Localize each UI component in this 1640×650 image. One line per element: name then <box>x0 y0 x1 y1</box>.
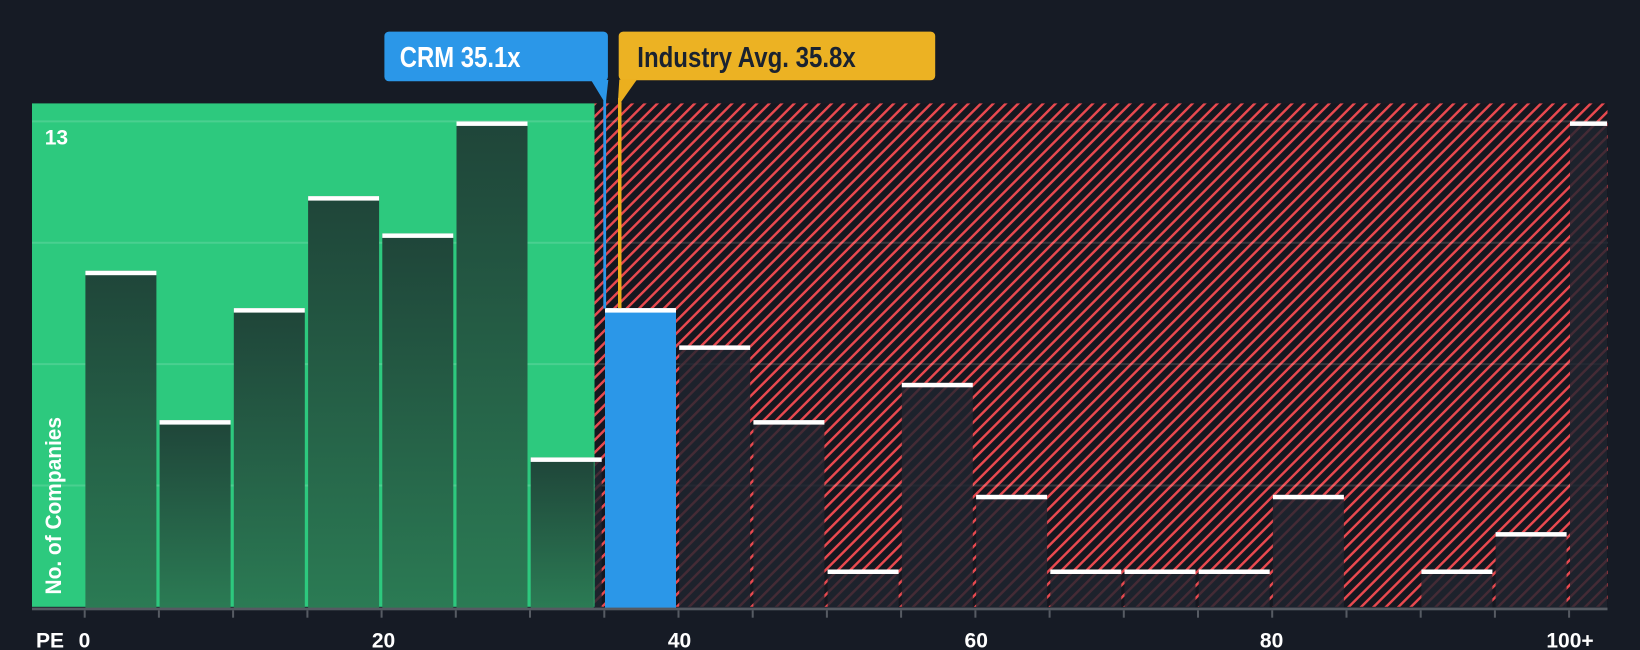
svg-text:13: 13 <box>45 127 68 150</box>
svg-text:No. of Companies: No. of Companies <box>41 417 66 595</box>
svg-text:80: 80 <box>1260 630 1283 650</box>
svg-text:PE: PE <box>36 630 64 650</box>
svg-text:100+: 100+ <box>1546 630 1593 650</box>
svg-text:40: 40 <box>668 630 691 650</box>
svg-text:CRM 35.1x: CRM 35.1x <box>400 42 521 74</box>
svg-text:60: 60 <box>965 630 988 650</box>
svg-text:Industry Avg. 35.8x: Industry Avg. 35.8x <box>637 42 855 74</box>
svg-text:0: 0 <box>79 630 91 650</box>
svg-text:20: 20 <box>372 630 395 650</box>
